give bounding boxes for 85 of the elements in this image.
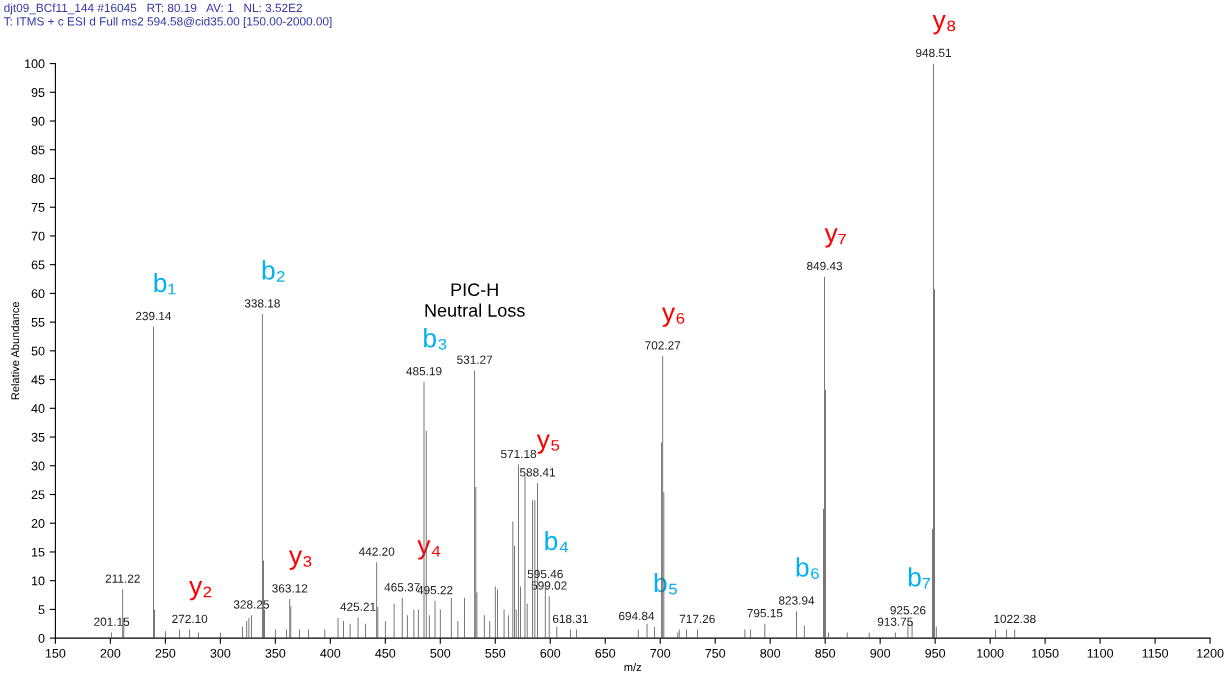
- x-tick-label: 1150: [1142, 648, 1169, 658]
- annotation: b₂: [262, 260, 285, 282]
- x-tick-label: 1100: [1087, 648, 1114, 658]
- y-tick-label: 80: [31, 174, 45, 184]
- annotation: 618.31: [552, 614, 588, 624]
- y-tick-label: 20: [31, 519, 45, 528]
- y-tick-label: 70: [31, 231, 45, 241]
- y-tick-label: 10: [32, 576, 45, 586]
- annotation: 694.84: [619, 611, 655, 621]
- x-tick-label: 650: [595, 648, 616, 658]
- annotation: b₄: [545, 530, 569, 553]
- x-tick-label: 500: [430, 648, 451, 658]
- y-tick-label: 35: [31, 432, 45, 442]
- y-tick-label: 5: [38, 605, 45, 615]
- annotation: 849.43: [807, 261, 843, 271]
- x-tick-label: 800: [760, 648, 781, 658]
- annotation: y₄: [417, 540, 441, 560]
- x-tick-label: 150: [45, 648, 66, 658]
- annotation: y₂: [189, 580, 212, 601]
- chart-subtitle: T: ITMS + c ESI d Full ms2 594.58@cid35.00 [150.00-2000.00]: [3, 16, 332, 28]
- x-axis-title: m/z: [624, 662, 642, 672]
- x-tick-label: 550: [485, 648, 506, 658]
- annotation: 948.51: [916, 48, 951, 58]
- x-tick-label: 250: [155, 648, 176, 658]
- annotation: 239.14: [135, 311, 172, 321]
- annotation: b₇: [908, 567, 930, 589]
- annotation: 363.12: [272, 584, 308, 593]
- annotation: 717.26: [679, 614, 715, 624]
- annotation: PIC-H Neutral Loss: [425, 283, 525, 317]
- annotation: 201.15: [94, 617, 130, 626]
- y-tick-label: 55: [31, 318, 45, 327]
- annotation: 925.26: [890, 606, 926, 615]
- chart-title: djt09_BCf11_144 #16045 RT: 80.19 AV: 1 NL: 3.52E2: [4, 3, 302, 15]
- x-tick-label: 1000: [977, 648, 1004, 658]
- annotation: 913.75: [877, 617, 913, 626]
- x-tick-label: 950: [925, 648, 946, 658]
- x-tick-label: 900: [870, 648, 891, 658]
- annotation: b₁: [154, 272, 176, 295]
- x-tick-label: 300: [210, 648, 231, 658]
- annotation: y₃: [288, 550, 312, 570]
- annotation: 588.41: [519, 468, 555, 477]
- annotation: 211.22: [105, 574, 140, 583]
- annotation: 1022.38: [994, 614, 1036, 624]
- x-tick-label: 450: [375, 648, 396, 658]
- y-tick-label: 90: [31, 116, 45, 126]
- y-tick-label: 50: [31, 346, 45, 356]
- x-tick-label: 200: [100, 648, 121, 658]
- annotation: 485.19: [406, 367, 442, 376]
- annotation: y₅: [536, 434, 560, 454]
- annotation: 425.21: [340, 602, 376, 611]
- x-tick-label: 350: [265, 648, 286, 658]
- x-tick-label: 750: [705, 648, 726, 658]
- annotation: y₇: [824, 228, 846, 248]
- x-tick-label: 1050: [1032, 648, 1059, 658]
- annotation: 702.27: [645, 341, 681, 350]
- annotation: 823.94: [778, 596, 815, 605]
- annotation: b₆: [796, 557, 819, 579]
- x-tick-label: 700: [650, 648, 671, 658]
- x-tick-label: 600: [540, 648, 561, 658]
- y-tick-label: 60: [31, 289, 45, 299]
- annotation: y₆: [661, 307, 685, 327]
- annotation: 272.10: [172, 614, 208, 624]
- y-tick-label: 15: [32, 547, 45, 557]
- annotation: 795.15: [747, 608, 783, 618]
- y-tick-label: 65: [31, 260, 45, 270]
- annotation: 338.18: [244, 299, 280, 308]
- y-tick-label: 0: [38, 633, 45, 643]
- x-tick-label: 850: [815, 648, 836, 658]
- x-tick-label: 1200: [1197, 648, 1224, 658]
- annotation: 442.20: [358, 547, 395, 556]
- annotation: y₈: [932, 14, 956, 35]
- annotation: b₅: [654, 572, 677, 595]
- annotation: b₃: [424, 328, 447, 350]
- y-tick-label: 100: [25, 59, 45, 69]
- y-tick-label: 30: [31, 461, 45, 471]
- y-tick-label: 75: [31, 203, 45, 212]
- annotation: 531.27: [457, 355, 493, 364]
- y-tick-label: 40: [31, 404, 45, 413]
- annotation: 571.18: [500, 449, 537, 459]
- y-tick-label: 85: [31, 145, 45, 155]
- y-axis-title: Relative Abundance: [10, 301, 20, 400]
- x-tick-label: 400: [320, 648, 341, 658]
- y-tick-label: 95: [31, 88, 45, 97]
- y-tick-label: 45: [31, 375, 45, 385]
- y-tick-label: 25: [31, 490, 45, 500]
